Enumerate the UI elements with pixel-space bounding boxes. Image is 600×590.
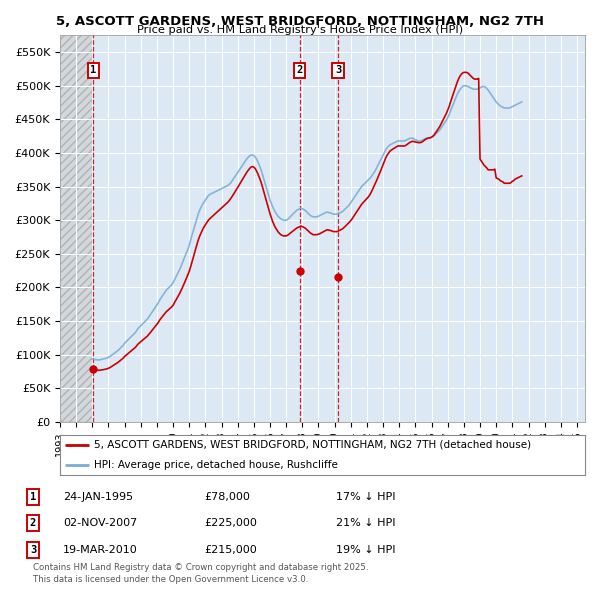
- Text: 3: 3: [30, 545, 36, 555]
- Text: 19-MAR-2010: 19-MAR-2010: [63, 545, 138, 555]
- Text: 2: 2: [30, 519, 36, 528]
- Text: 5, ASCOTT GARDENS, WEST BRIDGFORD, NOTTINGHAM, NG2 7TH: 5, ASCOTT GARDENS, WEST BRIDGFORD, NOTTI…: [56, 15, 544, 28]
- Text: Contains HM Land Registry data © Crown copyright and database right 2025.: Contains HM Land Registry data © Crown c…: [33, 563, 368, 572]
- Text: 5, ASCOTT GARDENS, WEST BRIDGFORD, NOTTINGHAM, NG2 7TH (detached house): 5, ASCOTT GARDENS, WEST BRIDGFORD, NOTTI…: [94, 440, 531, 450]
- Text: 2: 2: [296, 65, 303, 75]
- Text: 17% ↓ HPI: 17% ↓ HPI: [336, 492, 395, 502]
- Text: 24-JAN-1995: 24-JAN-1995: [63, 492, 133, 502]
- Text: 19% ↓ HPI: 19% ↓ HPI: [336, 545, 395, 555]
- Bar: [60, 35, 94, 422]
- Text: 3: 3: [335, 65, 341, 75]
- Text: 1: 1: [90, 65, 97, 75]
- Text: £225,000: £225,000: [204, 519, 257, 528]
- Text: HPI: Average price, detached house, Rushcliffe: HPI: Average price, detached house, Rush…: [94, 460, 338, 470]
- Text: Price paid vs. HM Land Registry's House Price Index (HPI): Price paid vs. HM Land Registry's House …: [137, 25, 463, 35]
- Text: 02-NOV-2007: 02-NOV-2007: [63, 519, 137, 528]
- Text: 1: 1: [30, 492, 36, 502]
- Text: £215,000: £215,000: [204, 545, 257, 555]
- Text: This data is licensed under the Open Government Licence v3.0.: This data is licensed under the Open Gov…: [33, 575, 308, 584]
- Text: £78,000: £78,000: [204, 492, 250, 502]
- Text: 21% ↓ HPI: 21% ↓ HPI: [336, 519, 395, 528]
